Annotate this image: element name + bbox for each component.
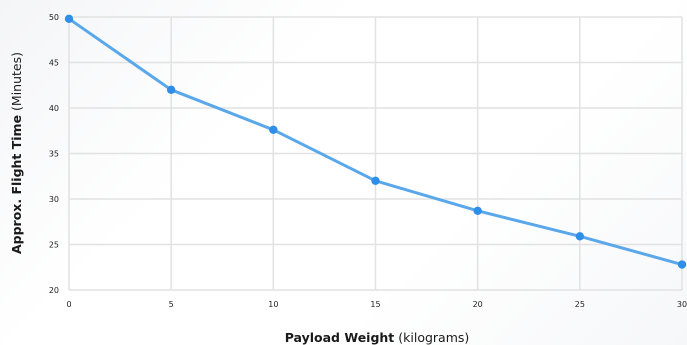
data-point-10 (269, 125, 278, 135)
data-point-20 (473, 206, 482, 216)
x-tick-label-20: 20 (473, 300, 483, 309)
y-tick-label-35: 35 (49, 150, 59, 159)
x-tick-label-15: 15 (370, 300, 380, 309)
x-tick-label-10: 10 (268, 300, 278, 309)
data-point-15 (371, 176, 380, 185)
x-tick-label-30: 30 (677, 300, 687, 309)
y-tick-label-50: 50 (49, 13, 59, 22)
y-axis-ticks: 20 25 30 35 40 45 50 (49, 13, 59, 295)
series-group (64, 14, 687, 269)
y-tick-label-40: 40 (49, 104, 59, 113)
x-axis-ticks: 0 5 10 15 20 25 30 (66, 300, 687, 309)
x-tick-label-25: 25 (575, 300, 585, 309)
y-axis-title: Approx. Flight Time (Minutes) (9, 52, 24, 254)
y-tick-label-45: 45 (49, 59, 59, 68)
x-tick-label-5: 5 (169, 300, 174, 309)
data-point-30 (677, 260, 687, 269)
y-axis-title-unit: (Minutes) (9, 52, 24, 111)
x-axis-title-main: Payload Weight (285, 330, 395, 345)
x-tick-label-0: 0 (66, 300, 71, 309)
grid (68, 16, 683, 291)
data-point-5 (166, 85, 176, 95)
x-axis-title-unit: (kilograms) (398, 330, 469, 345)
y-tick-label-25: 25 (49, 241, 59, 250)
y-tick-label-20: 20 (49, 286, 59, 295)
data-point-25 (575, 232, 585, 241)
x-axis-title: Payload Weight (kilograms) (285, 330, 470, 345)
data-point-0 (64, 14, 74, 24)
y-tick-label-30: 30 (49, 195, 59, 204)
y-axis-title-main: Approx. Flight Time (9, 115, 24, 254)
